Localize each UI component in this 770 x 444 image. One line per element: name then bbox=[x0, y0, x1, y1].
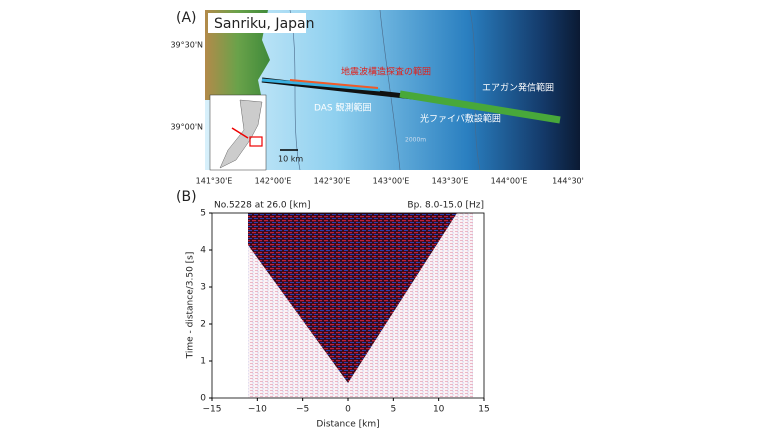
lon-label: 143°00'E bbox=[373, 177, 410, 186]
annotation: 地震波構造探査の範囲 bbox=[341, 66, 431, 78]
plot-area: −15 −10 −5 0 5 10 15 0 1 2 3 4 5 bbox=[200, 209, 489, 415]
x-tick-label: 5 bbox=[390, 405, 396, 415]
y-tick-label: 2 bbox=[200, 320, 206, 330]
lon-label: 142°30'E bbox=[314, 177, 351, 186]
y-axis-label: Time - distance/3.50 [s] bbox=[186, 252, 196, 360]
x-tick-label: −15 bbox=[203, 405, 222, 415]
lon-label: 144°00'E bbox=[491, 177, 528, 186]
lon-label: 143°30'E bbox=[432, 177, 469, 186]
y-tick-label: 1 bbox=[200, 357, 206, 367]
x-tick-label: −5 bbox=[296, 405, 309, 415]
annotation: 光ファイバ敷設範囲 bbox=[420, 113, 501, 125]
wavefield bbox=[248, 213, 457, 383]
chart-subtitle: Bp. 8.0-15.0 [Hz] bbox=[407, 201, 484, 211]
chart-title: No.5228 at 26.0 [km] bbox=[214, 201, 311, 211]
x-axis-label: Distance [km] bbox=[316, 420, 379, 430]
lat-label: 39°00'N bbox=[170, 123, 203, 132]
map bbox=[205, 9, 580, 171]
lat-labels: 39°30'N 39°00'N bbox=[170, 41, 203, 132]
map-title: Sanriku, Japan bbox=[214, 16, 314, 32]
x-tick-label: −10 bbox=[248, 405, 267, 415]
x-tick-label: 10 bbox=[433, 405, 445, 415]
lon-label: 144°30' bbox=[552, 177, 584, 186]
y-tick-label: 5 bbox=[200, 209, 206, 219]
x-tick-label: 0 bbox=[345, 405, 351, 415]
y-tick-label: 4 bbox=[200, 246, 206, 256]
contour-label: 2000m bbox=[405, 137, 426, 144]
x-tick-label: 15 bbox=[478, 405, 489, 415]
lon-label: 142°00'E bbox=[255, 177, 292, 186]
lon-labels: 141°30'E 142°00'E 142°30'E 143°00'E 143°30'E… bbox=[196, 177, 584, 186]
y-tick-label: 3 bbox=[200, 283, 206, 293]
y-tick-label: 0 bbox=[200, 394, 206, 404]
panel-label: (A) bbox=[176, 10, 197, 26]
lon-label: 141°30'E bbox=[196, 177, 233, 186]
annotation: エアガン発信範囲 bbox=[482, 82, 554, 94]
scale-label: 10 km bbox=[278, 155, 303, 164]
panel-label: (B) bbox=[176, 189, 197, 205]
annotation: DAS 観測範囲 bbox=[314, 102, 372, 114]
lat-label: 39°30'N bbox=[170, 41, 203, 50]
